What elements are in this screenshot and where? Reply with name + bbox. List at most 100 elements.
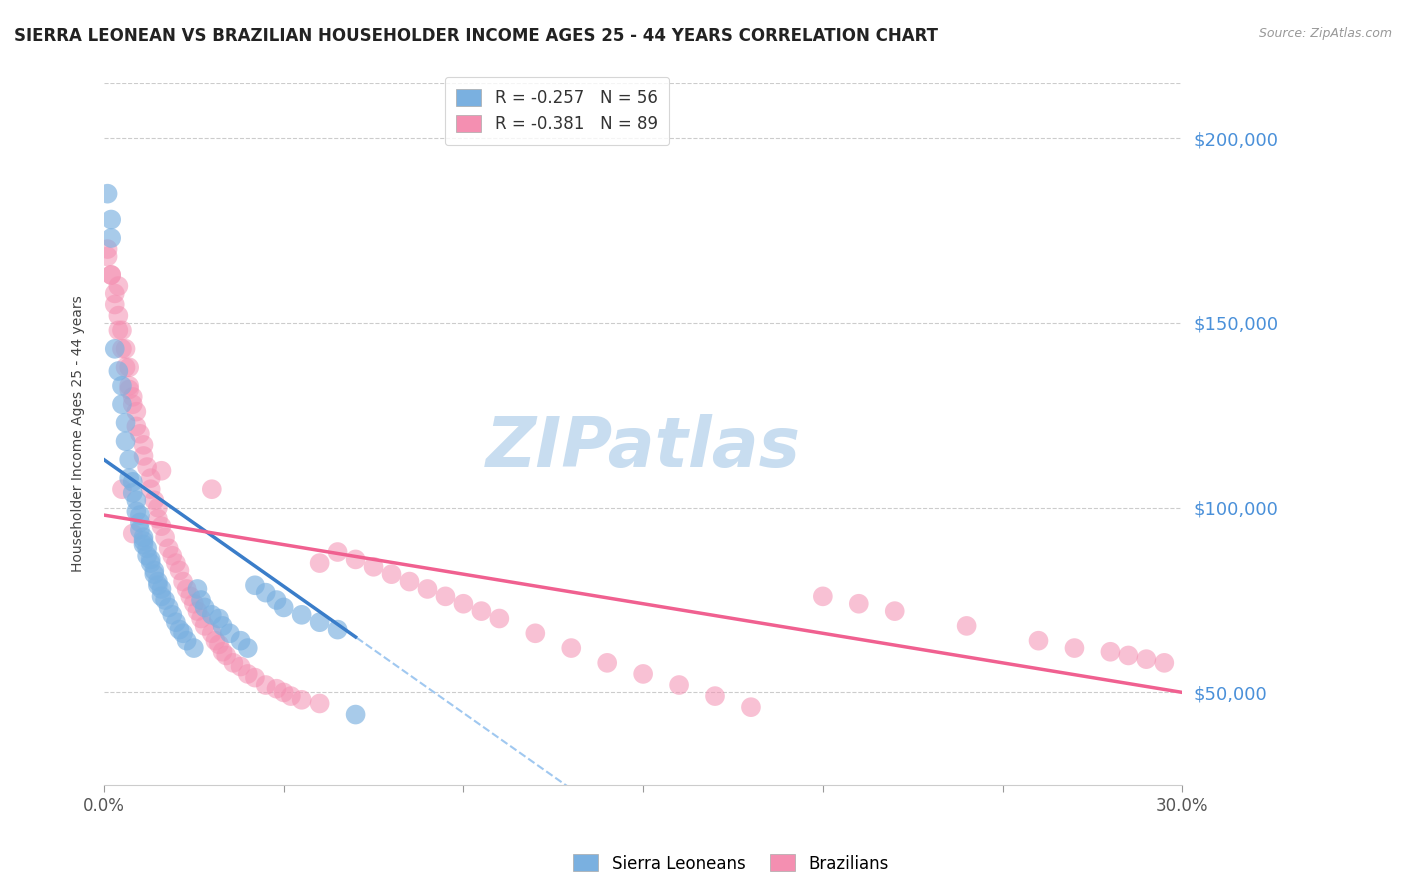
Point xyxy=(157,600,180,615)
Point xyxy=(236,641,259,656)
Point xyxy=(266,681,288,696)
Point xyxy=(169,564,191,578)
Point xyxy=(114,342,136,356)
Point xyxy=(139,471,162,485)
Point xyxy=(97,186,120,201)
Point xyxy=(179,590,201,604)
Point xyxy=(136,460,159,475)
Point xyxy=(107,364,129,378)
Point xyxy=(129,516,152,530)
Point xyxy=(398,574,420,589)
Point xyxy=(201,607,224,622)
Point xyxy=(100,231,122,245)
Point xyxy=(146,500,169,515)
Point xyxy=(139,556,162,570)
Point xyxy=(150,519,173,533)
Point xyxy=(104,297,127,311)
Point xyxy=(308,697,330,711)
Point xyxy=(129,426,152,441)
Point xyxy=(97,250,120,264)
Point xyxy=(243,578,266,592)
Point xyxy=(107,309,129,323)
Point xyxy=(190,593,212,607)
Point xyxy=(254,678,277,692)
Point xyxy=(204,633,226,648)
Point xyxy=(176,633,198,648)
Point xyxy=(129,508,152,522)
Point xyxy=(172,626,194,640)
Point xyxy=(118,452,141,467)
Point xyxy=(344,552,367,566)
Point xyxy=(150,590,173,604)
Point xyxy=(186,582,208,596)
Point xyxy=(326,545,349,559)
Point xyxy=(229,659,252,673)
Point xyxy=(560,641,582,656)
Point xyxy=(121,475,143,489)
Point xyxy=(114,416,136,430)
Point xyxy=(1118,648,1140,663)
Point xyxy=(416,582,439,596)
Point xyxy=(183,597,205,611)
Point xyxy=(363,559,385,574)
Point xyxy=(153,593,176,607)
Point xyxy=(186,604,208,618)
Point xyxy=(132,533,155,548)
Point xyxy=(631,667,654,681)
Point xyxy=(125,493,148,508)
Point xyxy=(326,623,349,637)
Point xyxy=(1153,656,1175,670)
Point xyxy=(848,597,870,611)
Point xyxy=(215,648,238,663)
Point xyxy=(121,486,143,500)
Point xyxy=(125,419,148,434)
Point xyxy=(1135,652,1157,666)
Point xyxy=(162,607,184,622)
Point xyxy=(107,323,129,337)
Point xyxy=(236,667,259,681)
Point xyxy=(208,611,231,625)
Point xyxy=(704,689,727,703)
Point xyxy=(132,449,155,463)
Point xyxy=(125,504,148,518)
Point xyxy=(254,585,277,599)
Y-axis label: Householder Income Ages 25 - 44 years: Householder Income Ages 25 - 44 years xyxy=(72,295,86,572)
Point xyxy=(107,279,129,293)
Text: Source: ZipAtlas.com: Source: ZipAtlas.com xyxy=(1258,27,1392,40)
Point xyxy=(291,607,314,622)
Point xyxy=(165,556,187,570)
Text: ZIPatlas: ZIPatlas xyxy=(485,415,800,482)
Point xyxy=(201,482,224,496)
Point xyxy=(453,597,475,611)
Point xyxy=(280,689,302,703)
Point xyxy=(229,633,252,648)
Point xyxy=(273,600,295,615)
Point xyxy=(121,390,143,404)
Point xyxy=(121,397,143,411)
Point xyxy=(104,286,127,301)
Point xyxy=(111,323,134,337)
Point xyxy=(266,593,288,607)
Point xyxy=(488,611,510,625)
Point xyxy=(740,700,762,714)
Point xyxy=(344,707,367,722)
Point xyxy=(136,549,159,563)
Point xyxy=(1028,633,1050,648)
Point xyxy=(956,619,979,633)
Point xyxy=(111,378,134,392)
Point xyxy=(143,567,166,582)
Point xyxy=(273,685,295,699)
Point xyxy=(380,567,402,582)
Point xyxy=(524,626,547,640)
Point xyxy=(211,645,233,659)
Point xyxy=(150,582,173,596)
Point xyxy=(883,604,905,618)
Point xyxy=(139,482,162,496)
Point xyxy=(243,671,266,685)
Point xyxy=(121,526,143,541)
Point xyxy=(100,268,122,282)
Point xyxy=(218,626,240,640)
Point xyxy=(136,541,159,556)
Legend: Sierra Leoneans, Brazilians: Sierra Leoneans, Brazilians xyxy=(567,847,896,880)
Point xyxy=(111,342,134,356)
